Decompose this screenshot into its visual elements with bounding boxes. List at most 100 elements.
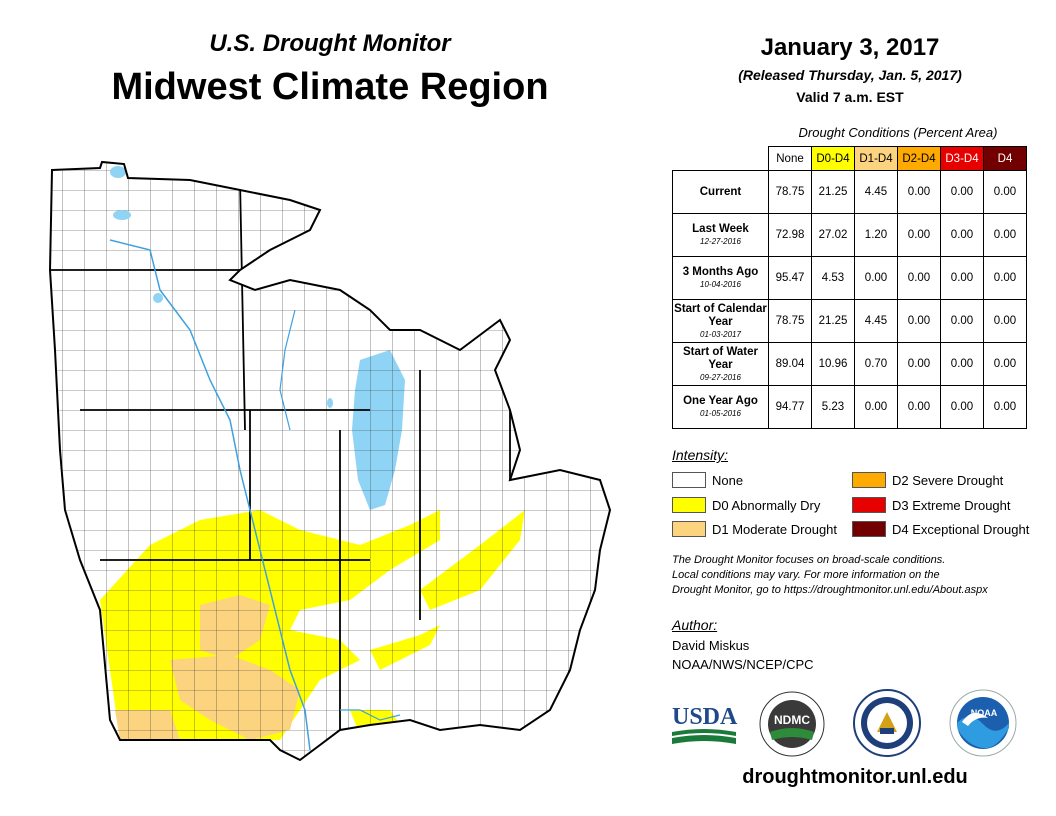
row-label: Start of Water Year 09-27-2016 bbox=[672, 342, 769, 386]
row-label-text: 3 Months Ago bbox=[682, 266, 759, 278]
col-header-d4: D4 bbox=[983, 146, 1027, 171]
table-cell: 0.00 bbox=[940, 385, 984, 429]
legend-swatch-d4 bbox=[852, 521, 886, 537]
wisconsin-river bbox=[279, 309, 296, 431]
table-cell: 0.00 bbox=[983, 256, 1027, 300]
table-cell: 78.75 bbox=[768, 299, 812, 343]
dept-of-commerce-seal bbox=[853, 689, 921, 757]
midwest-drought-map bbox=[49, 161, 611, 761]
valid-time: Valid 7 a.m. EST bbox=[796, 89, 904, 105]
table-cell: 21.25 bbox=[811, 170, 855, 214]
legend-swatch-d0 bbox=[672, 497, 706, 513]
table-caption: Drought Conditions (Percent Area) bbox=[798, 125, 998, 140]
table-cell: 0.00 bbox=[854, 256, 898, 300]
row-label: Current bbox=[672, 170, 769, 214]
legend-label: D0 Abnormally Dry bbox=[712, 497, 821, 513]
row-label: 3 Months Ago 10-04-2016 bbox=[672, 256, 769, 300]
table-cell: 0.00 bbox=[940, 342, 984, 386]
row-date: 10-04-2016 bbox=[700, 280, 741, 289]
table-row-start-water-year: Start of Water Year 09-27-2016 89.04 10.9… bbox=[672, 342, 1027, 386]
row-label: Last Week 12-27-2016 bbox=[672, 213, 769, 257]
lake-of-the-woods bbox=[110, 166, 126, 178]
row-date: 12-27-2016 bbox=[700, 237, 741, 246]
row-label-text: Start of Calendar Year bbox=[674, 302, 767, 328]
map-subtitle: U.S. Drought Monitor bbox=[209, 30, 451, 57]
legend-item-none: None bbox=[672, 472, 743, 488]
table-row-start-calendar-year: Start of Calendar Year 01-03-2017 78.75 2… bbox=[672, 299, 1027, 343]
table-cell: 89.04 bbox=[768, 342, 812, 386]
col-header-none: None bbox=[768, 146, 812, 171]
table-cell: 21.25 bbox=[811, 299, 855, 343]
note-line: The Drought Monitor focuses on broad-sca… bbox=[672, 554, 946, 566]
table-cell: 0.00 bbox=[897, 299, 941, 343]
table-row-last-week: Last Week 12-27-2016 72.98 27.02 1.20 0.0… bbox=[672, 213, 1027, 257]
ndmc-logo: NDMC bbox=[759, 691, 825, 757]
note-line: Drought Monitor, go to https://droughtmo… bbox=[672, 584, 988, 596]
legend-title: Intensity: bbox=[672, 447, 729, 463]
table-cell: 4.53 bbox=[811, 256, 855, 300]
table-cell: 0.00 bbox=[897, 170, 941, 214]
col-header-d3-d4: D3-D4 bbox=[940, 146, 984, 171]
author-organization: NOAA/NWS/NCEP/CPC bbox=[672, 657, 814, 672]
row-label: Start of Calendar Year 01-03-2017 bbox=[672, 299, 769, 343]
table-cell: 0.00 bbox=[983, 385, 1027, 429]
website-link[interactable]: droughtmonitor.unl.edu bbox=[742, 766, 968, 788]
table-cell: 10.96 bbox=[811, 342, 855, 386]
table-cell: 95.47 bbox=[768, 256, 812, 300]
table-cell: 0.00 bbox=[940, 256, 984, 300]
legend-swatch-d1 bbox=[672, 521, 706, 537]
table-cell: 94.77 bbox=[768, 385, 812, 429]
row-date: 01-05-2016 bbox=[700, 409, 741, 418]
noaa-logo-text: NOAA bbox=[971, 708, 998, 718]
row-label: One Year Ago 01-05-2016 bbox=[672, 385, 769, 429]
legend-item-d3: D3 Extreme Drought bbox=[852, 497, 1011, 513]
row-date: 01-03-2017 bbox=[700, 329, 741, 339]
row-label-text: Last Week bbox=[692, 223, 749, 235]
table-cell: 0.00 bbox=[897, 385, 941, 429]
usda-logo-text: USDA bbox=[672, 704, 738, 730]
note-line: Local conditions may vary. For more info… bbox=[672, 569, 940, 581]
legend-swatch-none bbox=[672, 472, 706, 488]
red-lake bbox=[113, 210, 131, 220]
col-header-d0-d4: D0-D4 bbox=[811, 146, 855, 171]
table-cell: 72.98 bbox=[768, 213, 812, 257]
table-cell: 4.45 bbox=[854, 170, 898, 214]
noaa-logo: NOAA bbox=[949, 689, 1017, 757]
table-cell: 4.45 bbox=[854, 299, 898, 343]
table-cell: 0.00 bbox=[983, 299, 1027, 343]
table-cell: 5.23 bbox=[811, 385, 855, 429]
map-date: January 3, 2017 bbox=[760, 34, 940, 61]
drought-monitor-note: The Drought Monitor focuses on broad-sca… bbox=[672, 553, 1042, 598]
table-cell: 0.00 bbox=[897, 213, 941, 257]
ohio-river bbox=[340, 709, 401, 721]
table-cell: 0.00 bbox=[854, 385, 898, 429]
row-date: 09-27-2016 bbox=[700, 372, 741, 382]
table-cell: 0.00 bbox=[897, 342, 941, 386]
legend-label: D3 Extreme Drought bbox=[892, 497, 1011, 513]
table-cell: 0.00 bbox=[940, 170, 984, 214]
author-heading: Author: bbox=[672, 617, 718, 633]
legend-label: D1 Moderate Drought bbox=[712, 521, 838, 537]
release-date: (Released Thursday, Jan. 5, 2017) bbox=[738, 67, 962, 83]
table-cell: 0.00 bbox=[940, 213, 984, 257]
col-header-d1-d4: D1-D4 bbox=[854, 146, 898, 171]
legend-swatch-d2 bbox=[852, 472, 886, 488]
table-cell: 1.20 bbox=[854, 213, 898, 257]
table-cell: 0.00 bbox=[983, 213, 1027, 257]
usda-logo: USDA bbox=[672, 704, 738, 744]
legend-item-d2: D2 Severe Drought bbox=[852, 472, 1003, 488]
legend-item-d4: D4 Exceptional Drought bbox=[852, 521, 1029, 537]
table-row-current: Current 78.75 21.25 4.45 0.00 0.00 0.00 bbox=[672, 170, 1027, 214]
mississippi-river bbox=[109, 239, 311, 751]
row-label-text: Start of Water Year bbox=[683, 345, 758, 371]
table-header-blank bbox=[673, 147, 769, 171]
table-cell: 0.00 bbox=[983, 170, 1027, 214]
legend-item-d1: D1 Moderate Drought bbox=[672, 521, 837, 537]
table-header-row: None D0-D4 D1-D4 D2-D4 D3-D4 D4 bbox=[673, 146, 1027, 171]
col-header-d2-d4: D2-D4 bbox=[897, 146, 941, 171]
table-cell: 27.02 bbox=[811, 213, 855, 257]
author-name: David Miskus bbox=[672, 638, 750, 653]
legend-label: D2 Severe Drought bbox=[892, 472, 1004, 488]
row-label-text: Current bbox=[699, 185, 742, 198]
table-cell: 78.75 bbox=[768, 170, 812, 214]
